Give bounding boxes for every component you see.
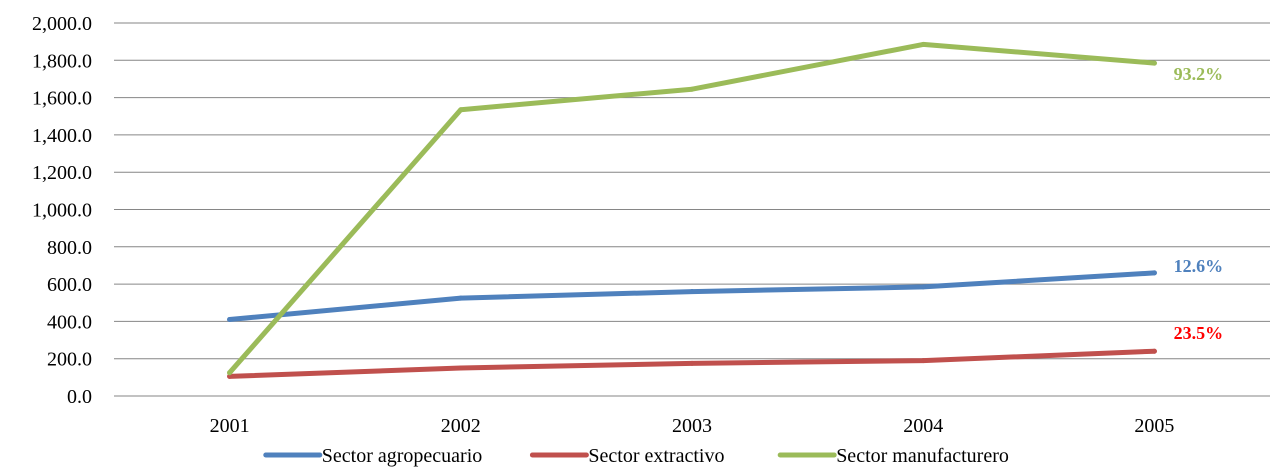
legend-item-sector-manufacturero: Sector manufacturero — [777, 445, 1009, 467]
end-label-sector-agropecuario: 12.6% — [1174, 256, 1224, 276]
series-line-sector-manufacturero — [227, 41, 1157, 376]
y-tick-label: 1,400.0 — [32, 125, 92, 147]
x-tick-label-2005: 2005 — [1134, 415, 1174, 437]
series-lines — [227, 41, 1157, 379]
y-tick-label: 800.0 — [47, 237, 92, 259]
data-point-sector-agropecuario-2003 — [689, 289, 695, 295]
y-tick-label: 600.0 — [47, 274, 92, 296]
data-point-sector-agropecuario-2001 — [227, 317, 233, 323]
data-point-sector-agropecuario-2002 — [458, 295, 464, 301]
legend-label-sector-agropecuario: Sector agropecuario — [322, 445, 482, 467]
data-point-sector-agropecuario-2005 — [1151, 270, 1157, 276]
x-tick-label-2003: 2003 — [672, 415, 712, 437]
data-point-sector-manufacturero-2002 — [458, 107, 464, 113]
legend: Sector agropecuario Sector extractivo Sect… — [263, 445, 1009, 467]
y-tick-label: 0.0 — [67, 386, 92, 408]
y-tick-label: 200.0 — [47, 349, 92, 371]
data-point-sector-manufacturero-2003 — [689, 86, 695, 92]
end-label-sector-manufacturero: 93.2% — [1174, 64, 1224, 84]
legend-item-sector-extractivo: Sector extractivo — [529, 445, 724, 467]
y-tick-label: 1,600.0 — [32, 88, 92, 110]
data-point-sector-extractivo-2002 — [458, 365, 464, 371]
y-tick-label: 1,000.0 — [32, 200, 92, 222]
x-tick-label-2004: 2004 — [903, 415, 943, 437]
x-tick-label-2001: 2001 — [210, 415, 250, 437]
data-point-sector-manufacturero-2005 — [1151, 60, 1157, 66]
data-point-sector-agropecuario-2004 — [920, 284, 926, 290]
data-point-sector-extractivo-2001 — [227, 373, 233, 379]
legend-item-sector-agropecuario: Sector agropecuario — [263, 445, 482, 467]
y-tick-label: 1,800.0 — [32, 50, 92, 72]
data-point-sector-manufacturero-2004 — [920, 41, 926, 47]
legend-label-sector-manufacturero: Sector manufacturero — [836, 445, 1009, 467]
data-point-sector-manufacturero-2001 — [227, 370, 233, 376]
data-point-sector-extractivo-2003 — [689, 360, 695, 366]
y-tick-label: 1,200.0 — [32, 162, 92, 184]
data-point-sector-extractivo-2005 — [1151, 348, 1157, 354]
x-axis-tick-labels: 2001 2002 2003 2004 2005 — [210, 415, 1175, 437]
y-tick-label: 400.0 — [47, 311, 92, 333]
y-tick-label: 2,000.0 — [32, 13, 92, 35]
end-label-sector-extractivo: 23.5% — [1174, 323, 1224, 343]
gridlines — [114, 22, 1270, 397]
y-axis-tick-labels: 0.0 200.0 400.0 600.0 800.0 1,000.0 1,200.0 1,4… — [32, 13, 92, 408]
x-tick-label-2002: 2002 — [441, 415, 481, 437]
end-labels: 12.6% 23.5% 93.2% — [1174, 64, 1224, 343]
series-line-sector-agropecuario — [227, 270, 1157, 322]
data-point-sector-extractivo-2004 — [920, 358, 926, 364]
legend-label-sector-extractivo: Sector extractivo — [588, 445, 724, 467]
